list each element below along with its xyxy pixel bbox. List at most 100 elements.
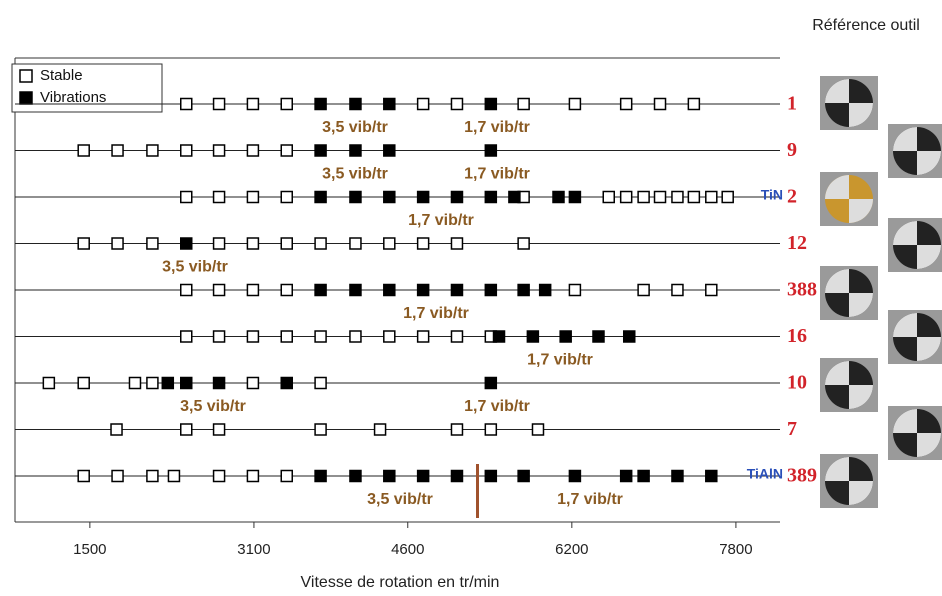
stable-point [110,423,123,436]
tool-flute [893,313,917,337]
stable-point [687,97,701,111]
stable-point [280,330,293,343]
stable-point [721,190,734,204]
stable-point [450,330,464,343]
vibration-point [517,283,530,297]
tool-flute [825,175,849,199]
tool-image [820,454,878,508]
tool-image [888,124,942,178]
annotation: 1,7 vib/tr [527,352,593,369]
tool-flute [825,269,849,293]
vibration-point [416,283,430,297]
stable-point [280,283,293,297]
tool-image [820,76,878,130]
tool-flute [893,127,917,151]
stable-point [314,423,327,436]
vibration-point [671,469,684,483]
stable-point [349,237,362,250]
stable-point [653,190,667,204]
vibration-point [568,469,582,483]
vibration-point [383,190,396,204]
vibration-point [383,144,396,157]
row-label: 9 [787,139,797,161]
annotation: 1,7 vib/tr [557,491,623,508]
stable-point [349,330,362,343]
stable-point [212,144,226,157]
annotation: 3,5 vib/tr [322,166,388,183]
vibration-point [484,144,498,157]
annotation: 1,7 vib/tr [464,119,530,136]
annotation: 3,5 vib/tr [180,398,246,415]
x-axis-label: Vitesse de rotation en tr/min [301,574,500,591]
stable-point [568,283,582,297]
stable-point [212,190,226,204]
stable-point [146,237,159,250]
row-label: 1 [787,93,797,115]
legend-label: Vibrations [40,89,106,106]
tool-image [820,266,878,320]
vibration-point [180,237,193,250]
coating-label: TiN [761,187,783,203]
vibration-point [484,283,498,297]
x-tick-label: 4600 [391,541,424,558]
vibration-point [526,330,540,343]
stable-point [212,283,226,297]
vibration-point [484,469,498,483]
vibration-point [517,469,530,483]
stable-point [111,144,124,157]
stable-point [280,97,293,111]
vibration-point [349,97,362,111]
row-label: 7 [787,418,797,440]
stable-point [246,376,260,390]
row-label: 389 [787,465,817,487]
tool-flute [825,79,849,103]
vibration-point [180,376,193,390]
tool-flute [849,199,873,223]
stable-point [77,237,90,250]
annotation: 1,7 vib/tr [408,212,474,229]
tool-flute [917,151,941,175]
stable-point [246,97,260,111]
vibration-point [592,330,605,343]
stable-point [180,330,193,343]
annotation: 3,5 vib/tr [162,259,228,276]
row-label: 388 [787,279,817,301]
annotation: 3,5 vib/tr [367,491,433,508]
tool-image [820,358,878,412]
stable-point [517,97,530,111]
tool-flute [917,245,941,269]
tool-flute [893,221,917,245]
vibration-point [619,469,633,483]
vibration-point [416,469,430,483]
stable-point [246,237,260,250]
stable-point [383,237,396,250]
stable-point [180,97,193,111]
stable-point [383,330,396,343]
vibration-point [484,190,498,204]
vibration-point [383,97,396,111]
vibration-point [559,330,572,343]
legend-label: Stable [40,67,83,84]
stable-point [373,423,387,436]
vibration-point [705,469,718,483]
coating-label: TiAlN [747,466,783,482]
vibration-point [450,190,464,204]
stable-point [619,190,633,204]
stable-point [484,423,498,436]
annotation: 3,5 vib/tr [322,119,388,136]
stable-point [77,376,90,390]
stable-point [77,469,90,483]
stable-point [416,97,430,111]
stable-point [212,97,226,111]
stable-point [416,237,430,250]
stable-point [280,469,293,483]
stable-point [180,144,193,157]
vibration-point [416,190,430,204]
stable-point [314,330,327,343]
x-tick-label: 7800 [719,541,752,558]
tool-flute [917,337,941,361]
stable-point [212,330,226,343]
vibration-point [314,190,327,204]
tool-flute [917,433,941,457]
